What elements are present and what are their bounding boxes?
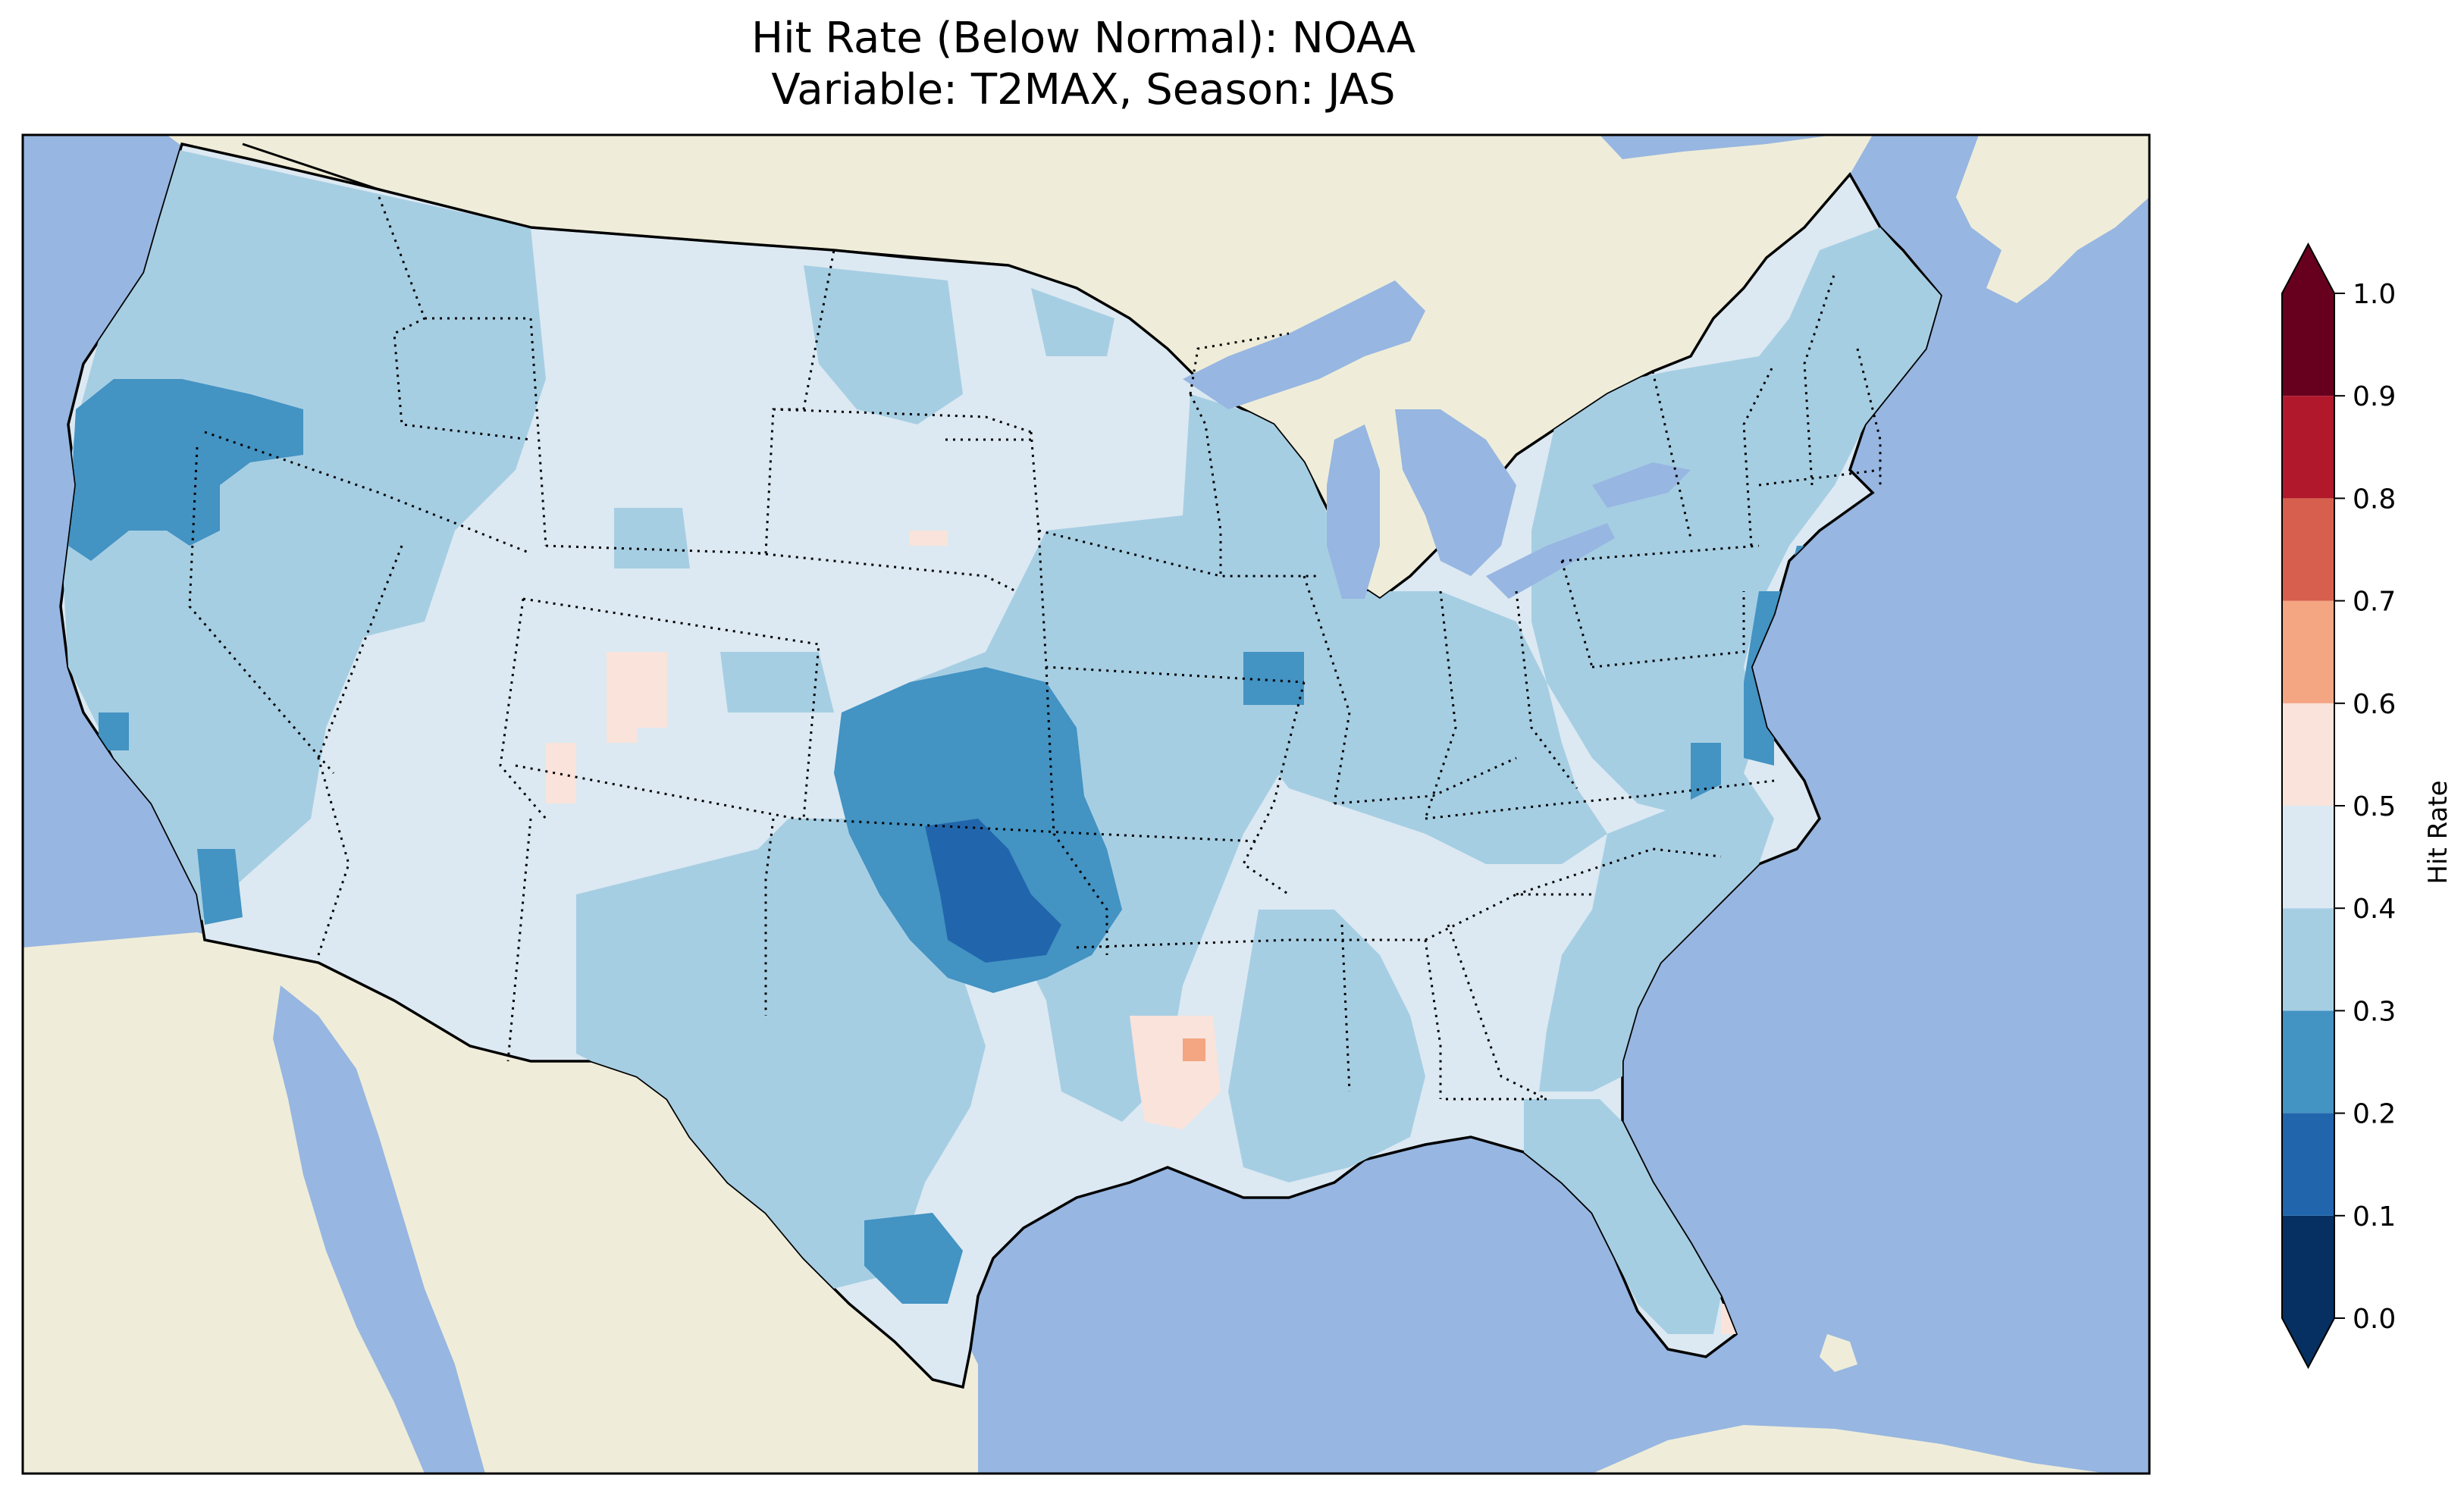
region-sw-03 (576, 819, 986, 1289)
mexico-land (23, 932, 978, 1474)
map-frame (21, 133, 2151, 1475)
lake-erie (1486, 523, 1615, 599)
region-ca-02 (197, 849, 243, 925)
region-il-02 (1243, 652, 1304, 705)
region-west-03 (61, 144, 546, 925)
map-subtitle: Variable: T2MAX, Season: JAS (771, 65, 1396, 114)
colorbar-bin-7 (2282, 498, 2334, 601)
lake-ontario (1592, 462, 1691, 508)
colorbar-bin-2 (2282, 1010, 2334, 1113)
colorbar-extend-max (2282, 244, 2334, 293)
colorbar-extend-min (2282, 1318, 2334, 1367)
cuba-land (1592, 1425, 2108, 1474)
colorbar-tick-label: 0.9 (2353, 381, 2396, 412)
colorbar-tick-label: 0.1 (2353, 1201, 2396, 1232)
region-midwest-03 (1183, 394, 1607, 864)
bahamas-island (1820, 1334, 1857, 1372)
colorbar-tick-label: 0.4 (2353, 894, 2396, 925)
colorbar-tick-label: 0.5 (2353, 791, 2396, 822)
lake-huron (1395, 409, 1516, 576)
colorbar-bin-1 (2282, 1113, 2334, 1216)
region-nd-03 (1031, 288, 1114, 356)
colorbar-bin-9 (2282, 293, 2334, 396)
colorbar-tick-label: 0.6 (2353, 689, 2396, 720)
us-canada-border (242, 143, 1009, 267)
colorbar-bin-8 (2282, 396, 2334, 499)
region-ut-05 (607, 652, 667, 743)
colorbar-ticks: 0.0 0.1 0.2 0.3 0.4 0.5 0.6 0.7 0.8 0.9 1.0 (2334, 279, 2396, 1335)
colorbar-tick-label: 0.3 (2353, 996, 2396, 1027)
colorbar-bin-4 (2282, 806, 2334, 909)
colorbar-bin-6 (2282, 600, 2334, 703)
colorbar-bin-0 (2282, 1215, 2334, 1318)
colorbar-bins (2281, 242, 2335, 1370)
lake-superior (1183, 280, 1425, 409)
region-co-03 (720, 652, 834, 713)
region-south-03 (1228, 910, 1425, 1182)
region-tx-02 (864, 1213, 963, 1304)
region-pnw-02 (68, 379, 303, 561)
colorbar-tick-label: 0.2 (2353, 1099, 2396, 1130)
colorbar-tick-label: 0.7 (2353, 587, 2396, 618)
region-ca2-02 (99, 713, 129, 750)
gulf-of-california (273, 985, 485, 1474)
region-la-06 (1183, 1038, 1205, 1061)
region-wy-03 (614, 508, 690, 568)
region-fl-03 (1524, 1099, 1721, 1334)
colorbar-label: Hit Rate (2423, 780, 2453, 884)
region-se-coast-03 (1539, 773, 1774, 1092)
lake-michigan (1327, 424, 1380, 599)
region-ok-01 (925, 819, 1061, 963)
colorbar-bin-3 (2282, 908, 2334, 1011)
map-title: Hit Rate (Below Normal): NOAA (751, 14, 1416, 63)
maritimes-land (1956, 135, 2149, 303)
colorbar-tick-label: 0.0 (2353, 1304, 2396, 1335)
region-sd-05 (910, 531, 948, 546)
region-northeast-03 (1531, 227, 1941, 819)
colorbar-tick-label: 1.0 (2353, 279, 2396, 310)
state-boundaries (188, 196, 1882, 1101)
colorbar-tick-label: 0.8 (2353, 484, 2396, 515)
colorbar-bin-5 (2282, 703, 2334, 806)
region-north-03 (804, 265, 963, 424)
